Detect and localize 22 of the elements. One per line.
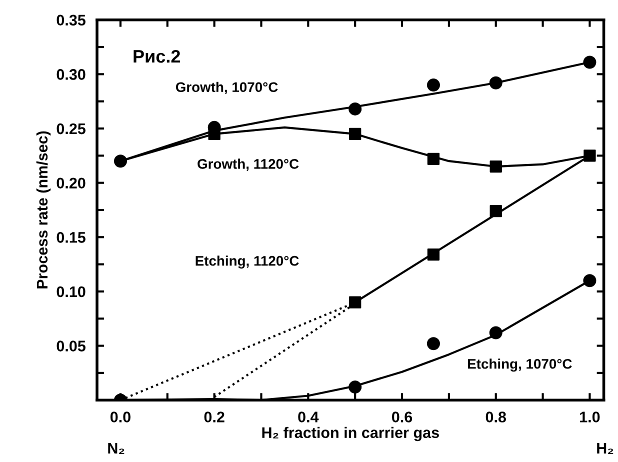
text: N₂ xyxy=(108,442,124,454)
x-tick-label: 1.0 xyxy=(580,412,600,422)
annotation: Etching, 1070°C xyxy=(468,358,572,372)
y-tick-label: 0.25 xyxy=(56,123,86,134)
annotation: Etching, 1120°C xyxy=(196,256,299,269)
x-tick-label: 0.4 xyxy=(298,412,319,422)
y-tick-label: 0.15 xyxy=(56,232,86,243)
annotation: Growth, 1070°C xyxy=(176,82,278,94)
y-axis-title: Process rate (nm/sec) xyxy=(36,131,51,288)
y-tick-label: 0.30 xyxy=(56,69,86,80)
y-tick-label: 0.10 xyxy=(56,286,86,298)
x-axis-title: H₂ fraction in carrier gas xyxy=(262,426,439,442)
annotation: Рис.2 xyxy=(134,50,180,63)
x-tick-label: 0.2 xyxy=(204,412,224,422)
x-tick-label: 0.8 xyxy=(486,412,506,422)
text: H₂ xyxy=(597,442,614,454)
y-tick-label: 0.20 xyxy=(56,178,86,189)
y-tick-label: 0.05 xyxy=(56,340,86,352)
annotation: Growth, 1120°C xyxy=(198,158,299,171)
x-tick-label: 0.6 xyxy=(392,412,412,422)
y-tick-label: 0.35 xyxy=(56,14,86,26)
x-tick-label: 0.0 xyxy=(110,412,130,422)
